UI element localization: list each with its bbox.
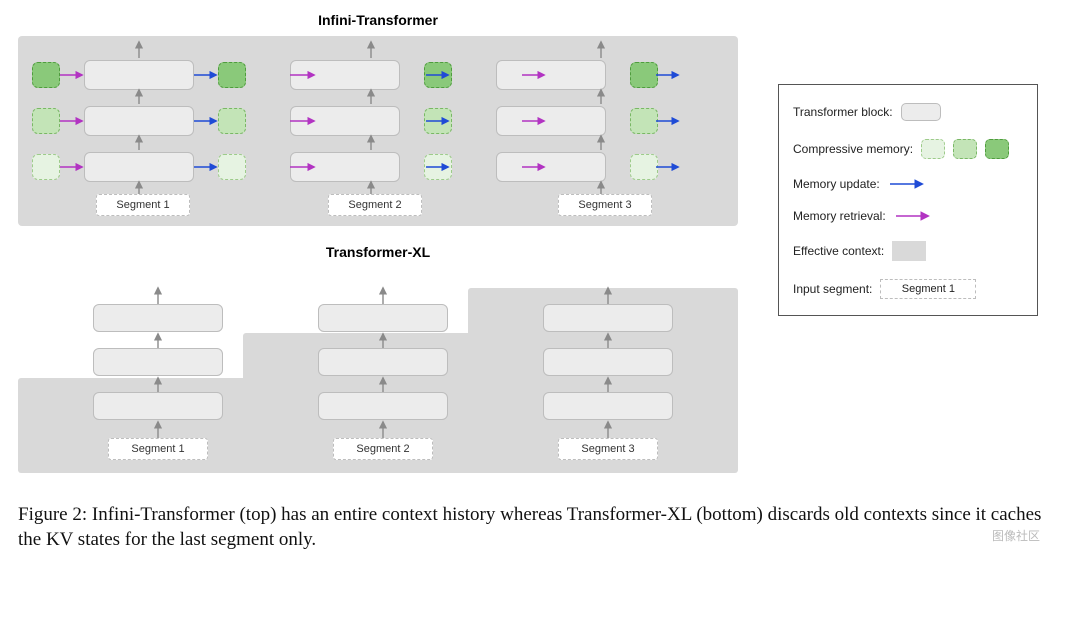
memory-icon: [953, 139, 977, 159]
transformer-block: [318, 348, 448, 376]
legend-row-memory-update: Memory update:: [793, 177, 1023, 191]
transformer-block: [318, 304, 448, 332]
segment-label: Segment 3: [558, 438, 658, 460]
transformer-block: [93, 304, 223, 332]
memory-block: [32, 108, 60, 134]
legend-row-compressive-memory: Compressive memory:: [793, 139, 1023, 159]
memory-block: [630, 154, 658, 180]
legend-label: Input segment:: [793, 282, 872, 296]
memory-block: [424, 154, 452, 180]
xl-title: Transformer-XL: [18, 244, 738, 260]
xl-panel: Segment 1 Segment 2 Segment 3: [18, 268, 738, 473]
segment-label: Segment 1: [96, 194, 190, 216]
transformer-block: [543, 348, 673, 376]
transformer-block-icon: [901, 103, 941, 121]
infini-row-mid: [18, 104, 738, 138]
transformer-block: [84, 60, 194, 90]
legend-row-effective-context: Effective context:: [793, 241, 1023, 261]
infini-title: Infini-Transformer: [18, 12, 738, 28]
memory-block: [630, 62, 658, 88]
transformer-block: [290, 60, 400, 90]
transformer-block: [290, 152, 400, 182]
legend-row-input-segment: Input segment: Segment 1: [793, 279, 1023, 299]
memory-block: [32, 62, 60, 88]
memory-block: [218, 62, 246, 88]
memory-block: [32, 154, 60, 180]
transformer-block: [543, 304, 673, 332]
transformer-block: [84, 106, 194, 136]
legend-row-transformer-block: Transformer block:: [793, 103, 1023, 121]
transformer-block: [84, 152, 194, 182]
legend-box: Transformer block: Compressive memory: M…: [778, 84, 1038, 316]
legend-label: Memory retrieval:: [793, 209, 886, 223]
legend-label: Compressive memory:: [793, 142, 913, 156]
figure-caption: Figure 2: Infini-Transformer (top) has a…: [18, 503, 1062, 552]
transformer-block: [543, 392, 673, 420]
memory-block: [630, 108, 658, 134]
segment-label: Segment 2: [328, 194, 422, 216]
memory-icon: [921, 139, 945, 159]
memory-block: [218, 108, 246, 134]
arrow-magenta-icon: [894, 210, 934, 222]
legend-row-memory-retrieval: Memory retrieval:: [793, 209, 1023, 223]
infini-segments-row: Segment 1 Segment 2 Segment 3: [18, 194, 738, 218]
arrow-blue-icon: [888, 178, 928, 190]
transformer-block: [496, 152, 606, 182]
context-swatch-icon: [892, 241, 926, 261]
segment-sample-icon: Segment 1: [880, 279, 976, 299]
legend-label: Transformer block:: [793, 105, 893, 119]
transformer-block: [93, 348, 223, 376]
transformer-block: [496, 60, 606, 90]
diagrams-column: Infini-Transformer: [18, 10, 738, 473]
infini-row-bot: [18, 150, 738, 184]
transformer-block: [318, 392, 448, 420]
infini-panel: Segment 1 Segment 2 Segment 3: [18, 36, 738, 226]
legend-label: Memory update:: [793, 177, 880, 191]
memory-block: [218, 154, 246, 180]
segment-label: Segment 1: [108, 438, 208, 460]
transformer-block: [93, 392, 223, 420]
segment-label: Segment 3: [558, 194, 652, 216]
memory-block: [424, 108, 452, 134]
infini-row-top: [18, 58, 738, 92]
memory-icon: [985, 139, 1009, 159]
segment-label: Segment 2: [333, 438, 433, 460]
figure-wrap: Infini-Transformer: [18, 10, 1062, 473]
transformer-block: [290, 106, 400, 136]
transformer-block: [496, 106, 606, 136]
legend-label: Effective context:: [793, 244, 884, 258]
memory-block: [424, 62, 452, 88]
